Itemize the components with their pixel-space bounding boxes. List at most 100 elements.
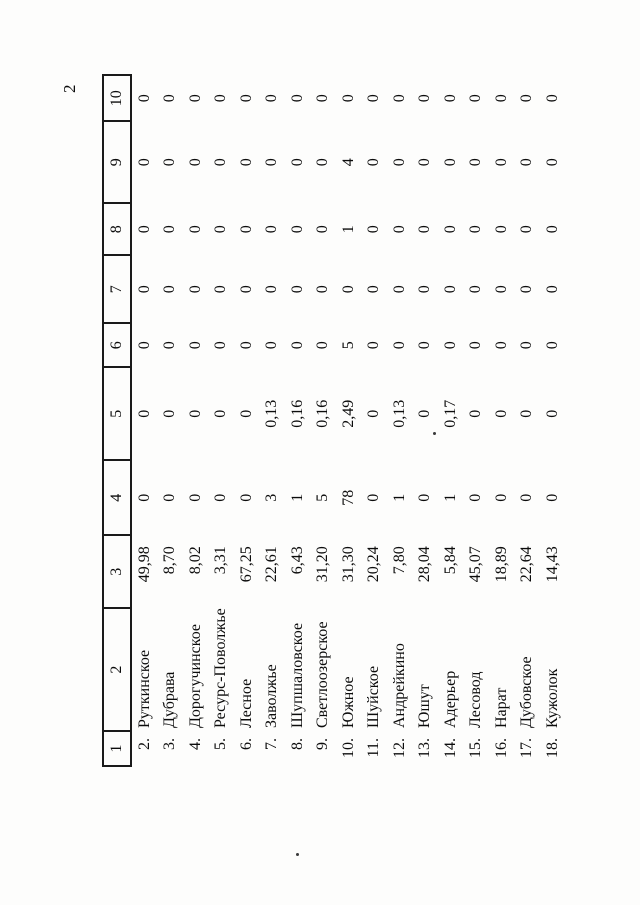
cell-value: 0 — [518, 225, 536, 234]
cell-value: 0 — [263, 225, 281, 234]
cell-value: 31,30 — [339, 546, 357, 583]
cell-value: 0,13 — [263, 399, 281, 428]
cell-value: 3 — [263, 493, 281, 502]
cell-value: 0 — [543, 94, 561, 103]
cell-value: 78 — [339, 489, 357, 506]
cell-row-number: 7. — [263, 738, 281, 750]
cell-value: 0 — [135, 94, 153, 103]
cell-value: 5 — [314, 493, 332, 502]
column-header-1: 1 — [103, 731, 131, 766]
cell-row-number: 9. — [314, 738, 332, 750]
cell-value: 0 — [339, 285, 357, 294]
cell-row-number: 5. — [212, 738, 230, 750]
cell-row-number: 18. — [543, 738, 561, 758]
cell-value: 0 — [263, 341, 281, 350]
cell-row-number: 15. — [467, 738, 485, 758]
cell-value: 0,16 — [314, 399, 332, 428]
table-row: 9. Светлоозерское 31,20 5 0,16 0 0 0 0 0 — [311, 75, 337, 766]
cell-value: 0 — [441, 285, 459, 294]
cell-value: 8,02 — [186, 546, 204, 575]
page-number: 2 — [60, 84, 79, 93]
cell-name: Заволжье — [263, 664, 281, 728]
cell-value: 0 — [288, 158, 306, 167]
cell-value: 0 — [416, 285, 434, 294]
cell-value: 0 — [288, 285, 306, 294]
cell-value: 5,84 — [441, 546, 459, 575]
cell-value: 0 — [365, 225, 383, 234]
table-row: 10. Южное 31,30 78 2,49 5 0 1 4 0 — [336, 75, 362, 766]
cell-name: Дубрава — [161, 671, 179, 728]
cell-name: Адерьер — [441, 670, 459, 728]
cell-value: 0 — [135, 285, 153, 294]
cell-value: 0 — [518, 285, 536, 294]
cell-value: 0 — [441, 225, 459, 234]
cell-name: Руткинское — [135, 649, 153, 728]
cell-value: 1 — [390, 493, 408, 502]
cell-value: 0 — [161, 341, 179, 350]
cell-value: 0,13 — [390, 399, 408, 428]
cell-value: 0 — [135, 341, 153, 350]
cell-row-number: 13. — [416, 738, 434, 758]
scan-speck — [433, 432, 436, 435]
cell-value: 0 — [518, 409, 536, 418]
cell-value: 0 — [212, 158, 230, 167]
cell-value: 0 — [365, 409, 383, 418]
cell-value: 0 — [212, 285, 230, 294]
cell-value: 0 — [467, 493, 485, 502]
cell-value: 0 — [288, 341, 306, 350]
table-row: 16. Нарат 18,89 0 0 0 0 0 0 0 — [489, 75, 515, 766]
column-header-5: 5 — [103, 367, 131, 461]
cell-name: Дубовское — [518, 656, 536, 728]
cell-name: Юшут — [416, 684, 434, 728]
cell-value: 0 — [543, 493, 561, 502]
cell-value: 0 — [390, 341, 408, 350]
cell-value: 0 — [263, 158, 281, 167]
cell-value: 0,16 — [288, 399, 306, 428]
cell-value: 0 — [467, 158, 485, 167]
cell-value: 0 — [518, 94, 536, 103]
cell-value: 0 — [441, 158, 459, 167]
cell-value: 0 — [492, 409, 510, 418]
table-row: 2. Руткинское 49,98 0 0 0 0 0 0 0 — [131, 75, 158, 766]
cell-row-number: 3. — [161, 738, 179, 750]
cell-value: 0 — [492, 225, 510, 234]
cell-value: 0 — [492, 158, 510, 167]
cell-value: 0 — [543, 409, 561, 418]
cell-value: 28,04 — [416, 546, 434, 583]
cell-value: 2,49 — [339, 399, 357, 428]
cell-name: Ресурс-Поволжье — [212, 608, 230, 728]
cell-value: 6,43 — [288, 546, 306, 575]
cell-value: 22,64 — [518, 546, 536, 583]
cell-row-number: 16. — [492, 738, 510, 758]
table-row: 12. Андрейкино 7,80 1 0,13 0 0 0 0 0 — [387, 75, 413, 766]
cell-value: 0 — [365, 493, 383, 502]
cell-value: 0 — [135, 409, 153, 418]
cell-value: 0 — [365, 341, 383, 350]
cell-value: 0 — [339, 94, 357, 103]
cell-value: 49,98 — [135, 546, 153, 583]
cell-row-number: 14. — [441, 738, 459, 758]
cell-value: 0 — [212, 225, 230, 234]
cell-row-number: 6. — [237, 738, 255, 750]
cell-value: 0 — [186, 493, 204, 502]
cell-value: 0 — [365, 94, 383, 103]
column-header-8: 8 — [103, 203, 131, 256]
cell-value: 0 — [492, 94, 510, 103]
cell-value: 18,89 — [492, 546, 510, 583]
cell-value: 1 — [339, 225, 357, 234]
cell-value: 67,25 — [237, 546, 255, 583]
table-row: 14. Адерьер 5,84 1 0,17 0 0 0 0 0 — [438, 75, 464, 766]
cell-value: 0 — [543, 158, 561, 167]
table-row: 7. Заволжье 22,61 3 0,13 0 0 0 0 0 — [260, 75, 286, 766]
cell-value: 0 — [416, 341, 434, 350]
cell-value: 14,43 — [543, 546, 561, 583]
table-row: 4. Дорогучинское 8,02 0 0 0 0 0 0 0 — [183, 75, 209, 766]
cell-value: 0 — [416, 94, 434, 103]
cell-name: Светлоозерское — [314, 621, 332, 728]
cell-value: 0 — [263, 285, 281, 294]
cell-value: 0 — [314, 341, 332, 350]
cell-value: 0 — [237, 341, 255, 350]
cell-value: 0 — [212, 409, 230, 418]
